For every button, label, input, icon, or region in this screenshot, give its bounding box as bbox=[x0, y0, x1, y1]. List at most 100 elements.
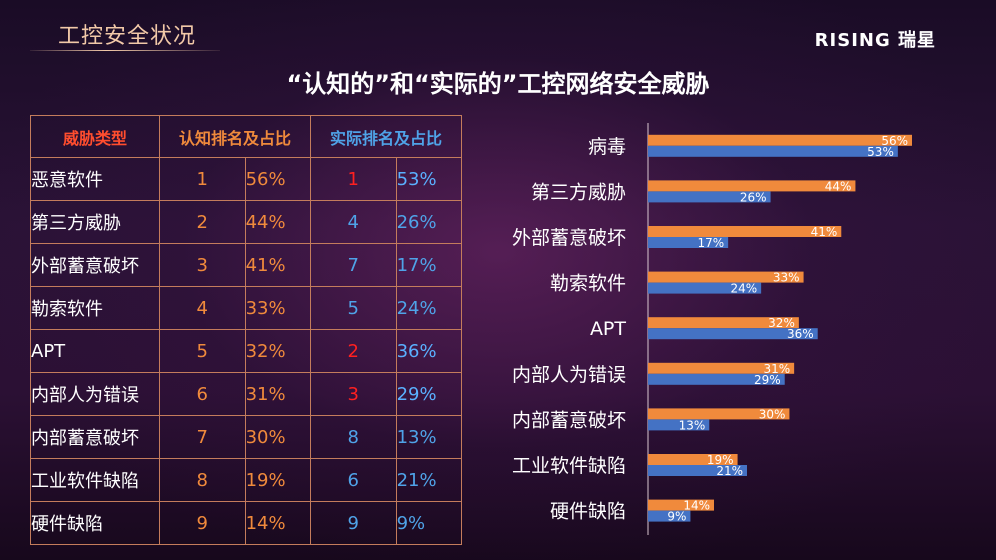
actual-bar bbox=[648, 510, 691, 522]
threat-name: 工业软件缺陷 bbox=[30, 458, 160, 502]
perceived-rank: 6 bbox=[159, 372, 246, 416]
threat-name: 内部蓄意破坏 bbox=[30, 415, 160, 459]
threat-name: 第三方威胁 bbox=[30, 200, 160, 244]
category-label: 勒索软件 bbox=[550, 273, 626, 295]
table-row: 工业软件缺陷 8 19% 6 21% bbox=[30, 458, 463, 502]
perceived-data-label: 56% bbox=[881, 134, 908, 148]
actual-rank: 1 bbox=[310, 157, 397, 201]
actual-bar bbox=[648, 465, 747, 476]
threat-name: 勒索软件 bbox=[30, 286, 160, 330]
perceived-percent: 33% bbox=[244, 286, 312, 330]
perceived-data-label: 19% bbox=[707, 453, 734, 467]
perceived-data-label: 41% bbox=[811, 225, 838, 239]
actual-data-label: 36% bbox=[787, 327, 814, 341]
table-row: 外部蓄意破坏 3 41% 7 17% bbox=[30, 243, 463, 287]
category-label: APT bbox=[590, 318, 626, 340]
actual-data-label: 9% bbox=[667, 510, 686, 524]
perceived-bar bbox=[648, 271, 804, 283]
actual-bar bbox=[648, 373, 785, 385]
bar-chart: 病毒 56%53% 第三方威胁 44% 26% 外部蓄意破坏 41% 17% 勒索软件 33% 24… bbox=[512, 123, 912, 535]
perceived-percent: 14% bbox=[244, 501, 312, 545]
actual-rank: 7 bbox=[310, 243, 397, 287]
category-label: 第三方威胁 bbox=[531, 181, 626, 203]
category-label: 硬件缺陷 bbox=[550, 501, 626, 523]
actual-bar bbox=[648, 282, 762, 294]
threat-name: APT bbox=[30, 329, 160, 373]
perceived-percent: 41% bbox=[244, 243, 312, 287]
section-title: 工控安全状况 bbox=[58, 24, 197, 49]
perceived-data-label: 32% bbox=[768, 316, 795, 330]
perceived-rank: 3 bbox=[159, 243, 246, 287]
perceived-rank: 1 bbox=[159, 157, 246, 201]
perceived-bar bbox=[648, 226, 842, 237]
header-actual-rank: 实际排名及占比 bbox=[310, 115, 462, 158]
perceived-rank: 4 bbox=[159, 286, 246, 330]
table-row: 硬件缺陷 9 14% 9 9% bbox=[30, 501, 463, 545]
threat-name: 外部蓄意破坏 bbox=[30, 243, 160, 287]
threat-name: 内部人为错误 bbox=[30, 372, 160, 416]
threat-name: 恶意软件 bbox=[30, 157, 160, 201]
actual-data-label: 29% bbox=[754, 373, 781, 387]
actual-bar bbox=[648, 191, 771, 203]
table-header-row: 威胁类型 认知排名及占比 实际排名及占比 bbox=[30, 115, 462, 158]
actual-percent: 26% bbox=[395, 200, 463, 244]
perceived-rank: 9 bbox=[159, 501, 246, 545]
header-threat-type: 威胁类型 bbox=[30, 115, 160, 158]
category-label: 内部蓄意破坏 bbox=[512, 409, 626, 431]
perceived-data-label: 33% bbox=[773, 271, 800, 285]
table-row: 内部人为错误 6 31% 3 29% bbox=[30, 372, 463, 416]
category-label: 内部人为错误 bbox=[512, 364, 626, 386]
actual-percent: 21% bbox=[395, 458, 463, 502]
perceived-rank: 2 bbox=[159, 200, 246, 244]
actual-rank: 8 bbox=[310, 415, 397, 459]
table-row: 第三方威胁 2 44% 4 26% bbox=[30, 200, 463, 244]
actual-data-label: 26% bbox=[740, 190, 767, 204]
perceived-rank: 8 bbox=[159, 458, 246, 502]
perceived-percent: 30% bbox=[244, 415, 312, 459]
actual-data-label: 24% bbox=[730, 282, 757, 296]
perceived-data-label: 31% bbox=[763, 362, 790, 376]
rising-logo: RISING 瑞星 bbox=[814, 30, 936, 51]
perceived-rank: 5 bbox=[159, 329, 246, 373]
table-body: 恶意软件 1 56% 1 53% 第三方威胁 2 44% 4 26% 外部蓄意破坏 3 41% 7 17% 勒… bbox=[30, 157, 463, 545]
perceived-bar bbox=[648, 454, 738, 465]
actual-data-label: 13% bbox=[679, 418, 706, 432]
slide-title: “认知的”和“实际的”工控网络安全威胁 bbox=[286, 70, 710, 98]
perceived-percent: 32% bbox=[244, 329, 312, 373]
perceived-bar bbox=[648, 408, 790, 420]
actual-percent: 36% bbox=[395, 329, 463, 373]
actual-percent: 17% bbox=[395, 243, 463, 287]
actual-bar bbox=[648, 145, 898, 157]
actual-percent: 53% bbox=[395, 157, 463, 201]
perceived-percent: 19% bbox=[244, 458, 312, 502]
perceived-data-label: 30% bbox=[759, 407, 786, 421]
category-label: 外部蓄意破坏 bbox=[512, 227, 626, 249]
threat-name: 硬件缺陷 bbox=[30, 501, 160, 545]
actual-data-label: 17% bbox=[697, 236, 724, 250]
actual-rank: 5 bbox=[310, 286, 397, 330]
actual-percent: 9% bbox=[395, 501, 463, 545]
perceived-bar bbox=[648, 180, 856, 192]
header-perceived-rank: 认知排名及占比 bbox=[159, 115, 311, 158]
actual-percent: 13% bbox=[395, 415, 463, 459]
actual-rank: 4 bbox=[310, 200, 397, 244]
perceived-rank: 7 bbox=[159, 415, 246, 459]
perceived-bar bbox=[648, 499, 714, 511]
perceived-data-label: 14% bbox=[683, 499, 710, 513]
category-label: 工业软件缺陷 bbox=[512, 455, 626, 477]
perceived-bar bbox=[648, 317, 799, 329]
perceived-percent: 44% bbox=[244, 200, 312, 244]
perceived-data-label: 44% bbox=[825, 179, 852, 193]
category-label: 病毒 bbox=[588, 136, 626, 158]
table-row: 恶意软件 1 56% 1 53% bbox=[30, 157, 463, 201]
actual-percent: 24% bbox=[395, 286, 463, 330]
actual-bar bbox=[648, 328, 818, 340]
actual-bar bbox=[648, 237, 729, 248]
actual-rank: 6 bbox=[310, 458, 397, 502]
actual-data-label: 53% bbox=[867, 145, 894, 159]
actual-rank: 3 bbox=[310, 372, 397, 416]
actual-rank: 2 bbox=[310, 329, 397, 373]
actual-percent: 29% bbox=[395, 372, 463, 416]
threat-table: 威胁类型 认知排名及占比 实际排名及占比 恶意软件 1 56% 1 53% 第三方威胁 2 4… bbox=[30, 115, 463, 545]
actual-bar bbox=[648, 419, 710, 431]
